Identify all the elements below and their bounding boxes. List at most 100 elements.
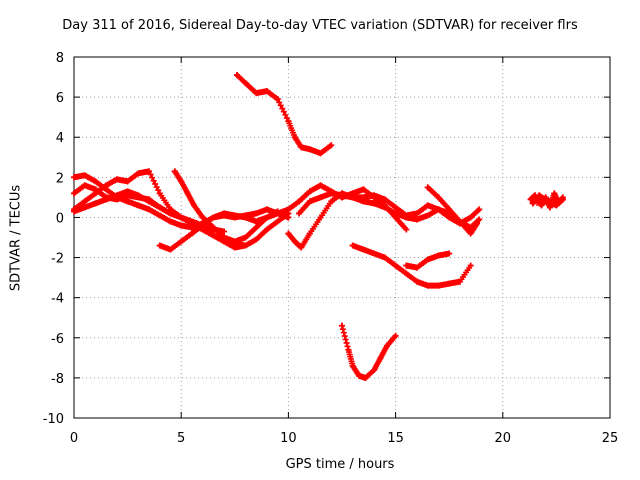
data-point <box>81 198 88 205</box>
data-point <box>446 206 453 213</box>
data-point <box>446 250 453 257</box>
data-point <box>392 262 399 269</box>
data-point <box>538 202 545 209</box>
data-point <box>263 214 270 221</box>
series-track-11 <box>349 242 474 289</box>
data-point <box>414 216 421 223</box>
series-track-9 <box>424 184 481 237</box>
data-point <box>92 190 99 197</box>
data-point <box>253 210 260 217</box>
data-point <box>529 200 536 207</box>
data-point <box>435 282 442 289</box>
y-tick-label: 4 <box>56 131 64 146</box>
data-point <box>403 262 410 269</box>
x-tick-label: 0 <box>70 431 78 446</box>
data-point <box>231 238 238 245</box>
data-point <box>285 118 292 125</box>
data-point <box>71 174 77 181</box>
data-point <box>414 210 421 217</box>
data-point <box>360 186 367 193</box>
data-point <box>467 262 474 269</box>
data-point <box>371 192 378 199</box>
data-point <box>435 252 442 259</box>
data-point <box>103 182 110 189</box>
x-tick-label: 15 <box>387 431 404 446</box>
data-point <box>381 204 388 211</box>
data-point <box>124 198 131 205</box>
data-point <box>424 282 431 289</box>
data-point <box>403 226 410 233</box>
data-point <box>349 194 356 201</box>
data-point <box>424 212 431 219</box>
data-point <box>424 256 431 263</box>
data-point <box>317 182 324 189</box>
data-point <box>156 204 163 211</box>
data-point <box>242 242 249 249</box>
data-point <box>435 206 442 213</box>
data-point <box>553 202 560 209</box>
data-point <box>362 374 369 381</box>
data-point <box>167 218 174 225</box>
data-point <box>242 80 249 87</box>
data-point <box>210 232 217 239</box>
data-point <box>435 194 442 201</box>
data-point <box>156 242 163 249</box>
y-tick-label: -4 <box>51 292 64 307</box>
series-track-13 <box>339 322 399 381</box>
data-point <box>199 214 206 221</box>
data-point <box>328 190 335 197</box>
data-point <box>124 188 131 195</box>
y-tick-label: -6 <box>51 332 64 347</box>
data-point <box>559 194 566 201</box>
data-point <box>178 238 185 245</box>
x-axis-label: GPS time / hours <box>285 457 395 472</box>
data-point <box>103 196 110 203</box>
data-point <box>356 372 363 379</box>
data-point <box>135 192 142 199</box>
data-point <box>156 190 163 197</box>
data-point <box>414 264 421 271</box>
data-point <box>71 208 77 215</box>
data-point <box>146 206 153 213</box>
data-point <box>167 210 174 217</box>
data-point <box>135 202 142 209</box>
y-tick-label: 0 <box>56 211 64 226</box>
data-point <box>349 362 356 369</box>
data-point <box>349 242 356 249</box>
data-point <box>285 206 292 213</box>
series-track-14 <box>527 190 566 211</box>
data-point <box>113 192 120 199</box>
data-point <box>92 200 99 207</box>
data-point <box>178 222 185 229</box>
data-point <box>253 218 260 225</box>
data-point <box>403 214 410 221</box>
data-point <box>221 234 228 241</box>
data-point <box>467 214 474 221</box>
data-point <box>92 178 99 185</box>
data-point <box>253 224 260 231</box>
data-point <box>392 332 399 339</box>
data-point <box>551 190 558 197</box>
data-point <box>274 96 281 103</box>
data-point <box>339 322 345 329</box>
data-point <box>285 214 292 221</box>
data-point <box>392 204 399 211</box>
data-point <box>339 192 345 199</box>
data-point <box>298 244 305 251</box>
data-point <box>403 270 410 277</box>
data-point <box>167 246 174 253</box>
y-tick-label: 2 <box>56 171 64 186</box>
data-point <box>542 194 549 201</box>
data-point <box>285 230 292 237</box>
data-point <box>253 236 260 243</box>
data-point <box>263 88 270 95</box>
data-point <box>371 200 378 207</box>
data-point <box>476 216 483 223</box>
data-point <box>135 170 142 177</box>
data-point <box>171 168 178 175</box>
data-point <box>113 176 120 183</box>
data-point <box>199 222 206 229</box>
data-point <box>296 198 303 205</box>
x-tick-label: 20 <box>495 431 512 446</box>
